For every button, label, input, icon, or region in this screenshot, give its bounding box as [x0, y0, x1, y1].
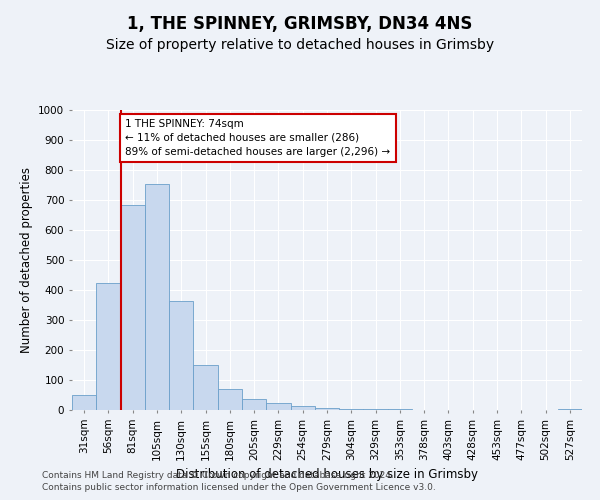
Y-axis label: Number of detached properties: Number of detached properties: [20, 167, 32, 353]
Bar: [72, 395, 96, 410]
Bar: [290, 406, 315, 410]
Bar: [266, 402, 290, 410]
Text: 1, THE SPINNEY, GRIMSBY, DN34 4NS: 1, THE SPINNEY, GRIMSBY, DN34 4NS: [127, 15, 473, 33]
Bar: [558, 409, 582, 410]
Text: Contains HM Land Registry data © Crown copyright and database right 2024.: Contains HM Land Registry data © Crown c…: [42, 471, 394, 480]
Bar: [96, 282, 121, 410]
Bar: [364, 409, 388, 410]
Bar: [339, 408, 364, 410]
Bar: [242, 398, 266, 410]
Bar: [121, 204, 145, 410]
Text: Size of property relative to detached houses in Grimsby: Size of property relative to detached ho…: [106, 38, 494, 52]
Bar: [169, 300, 193, 410]
Bar: [145, 184, 169, 410]
Bar: [193, 365, 218, 410]
Bar: [218, 389, 242, 410]
Bar: [315, 408, 339, 410]
Text: 1 THE SPINNEY: 74sqm
← 11% of detached houses are smaller (286)
89% of semi-deta: 1 THE SPINNEY: 74sqm ← 11% of detached h…: [125, 119, 391, 157]
Text: Contains public sector information licensed under the Open Government Licence v3: Contains public sector information licen…: [42, 484, 436, 492]
X-axis label: Distribution of detached houses by size in Grimsby: Distribution of detached houses by size …: [176, 468, 478, 481]
